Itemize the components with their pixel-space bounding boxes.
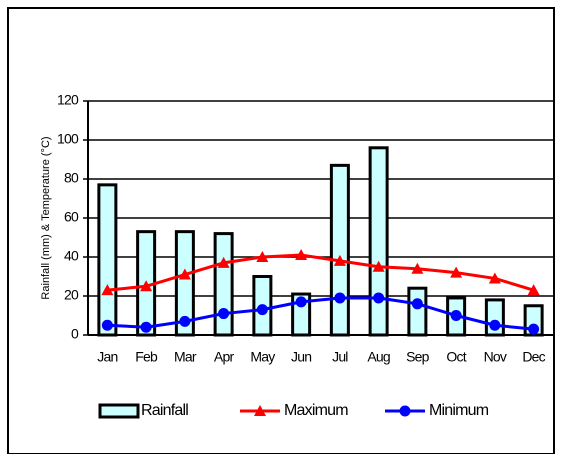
bar [213,232,234,337]
x-tick-label: May [250,349,275,365]
point [178,268,191,280]
legend-marker [399,405,411,417]
point [334,292,346,304]
x-tick-label: Sep [406,349,430,365]
y-tick-label: 120 [57,92,79,108]
point [411,262,424,274]
x-tick-label: Jun [291,349,311,365]
x-tick-label: Jul [332,349,348,365]
y-tick-label: 40 [64,248,79,264]
bar [407,286,428,337]
point [101,319,113,331]
legend-label: Minimum [429,402,489,419]
point [372,260,385,272]
point [527,284,540,296]
bar [329,163,350,337]
legend-label: Maximum [284,402,348,419]
x-tick-label: Aug [367,349,390,365]
y-tick-label: 20 [64,287,79,303]
x-tick-label: Apr [214,349,235,365]
chart-frame [7,7,555,454]
point [488,272,501,284]
x-tick-label: Feb [135,349,158,365]
point [450,310,462,321]
y-tick-label: 80 [64,170,79,186]
bar [368,146,389,337]
point [528,323,540,335]
x-tick-label: Oct [446,349,466,365]
point [140,321,152,333]
x-tick-label: Dec [522,349,545,365]
legend-label: Rainfall [141,402,188,419]
y-tick-label: 0 [71,326,79,342]
bar [97,183,118,337]
point [218,308,230,320]
point [101,284,114,296]
y-tick-label: 100 [57,131,79,147]
x-tick-label: Mar [174,349,197,365]
point [333,254,346,266]
point [295,249,308,261]
legend-swatch [98,403,140,419]
y-tick-label: 60 [64,209,79,225]
line [107,296,534,331]
point [140,280,153,292]
point [411,298,423,310]
x-tick-label: Jan [97,349,117,365]
point [295,296,307,308]
point [489,319,501,331]
point [179,315,191,327]
point [256,251,269,262]
y-axis-title: Rainfall (mm) & Temperature (°C) [40,136,52,299]
point [256,304,268,316]
x-tick-label: Nov [484,349,507,365]
bar [174,230,195,337]
point [217,256,230,268]
legend-marker [254,405,266,416]
line [107,253,535,292]
point [373,292,385,304]
point [450,266,463,278]
